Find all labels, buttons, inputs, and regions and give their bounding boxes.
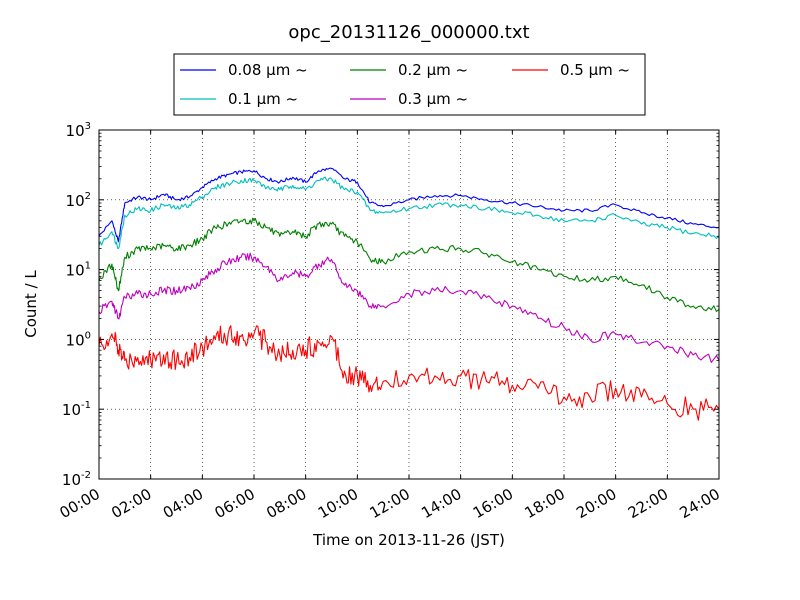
legend-box (173, 53, 646, 116)
axis-ticks (98, 129, 720, 480)
y-tick-label: 103 (66, 121, 91, 140)
legend: 0.08 μm ~ 0.1 μm ~ 0.2 μm ~ 0.3 μm ~ 0.5 μm … (173, 53, 646, 116)
x-axis-label: Time on 2013-11-26 (JST) (312, 531, 505, 549)
series-line (98, 325, 720, 421)
grid (99, 130, 719, 479)
legend-label: 0.5 μm ~ (560, 61, 630, 79)
series-line (98, 167, 720, 243)
y-tick-label: 102 (66, 191, 91, 210)
legend-label: 0.2 μm ~ (398, 61, 468, 79)
y-tick-label: 10-2 (62, 470, 91, 489)
y-tick-label: 10-1 (62, 400, 91, 419)
legend-label: 0.1 μm ~ (228, 90, 298, 108)
y-tick-label: 101 (66, 261, 91, 280)
legend-label: 0.08 μm ~ (228, 61, 308, 79)
series-line (98, 217, 720, 313)
legend-label: 0.3 μm ~ (398, 90, 468, 108)
series-lines (98, 167, 720, 421)
y-tick-label: 100 (66, 330, 91, 349)
chart-title: opc_20131126_000000.txt (288, 22, 529, 43)
y-tick-labels: 10-2 10-1 100 101 102 103 (62, 121, 91, 489)
series-line (98, 176, 720, 250)
y-axis-label: Count / L (22, 270, 40, 338)
series-line (98, 252, 720, 363)
